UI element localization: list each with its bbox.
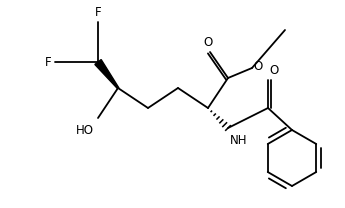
Polygon shape: [95, 59, 119, 88]
Text: O: O: [253, 59, 262, 73]
Text: F: F: [45, 56, 51, 68]
Text: O: O: [269, 64, 278, 77]
Text: O: O: [203, 36, 213, 49]
Text: HO: HO: [76, 124, 94, 137]
Text: F: F: [95, 6, 101, 19]
Text: NH: NH: [230, 134, 247, 147]
